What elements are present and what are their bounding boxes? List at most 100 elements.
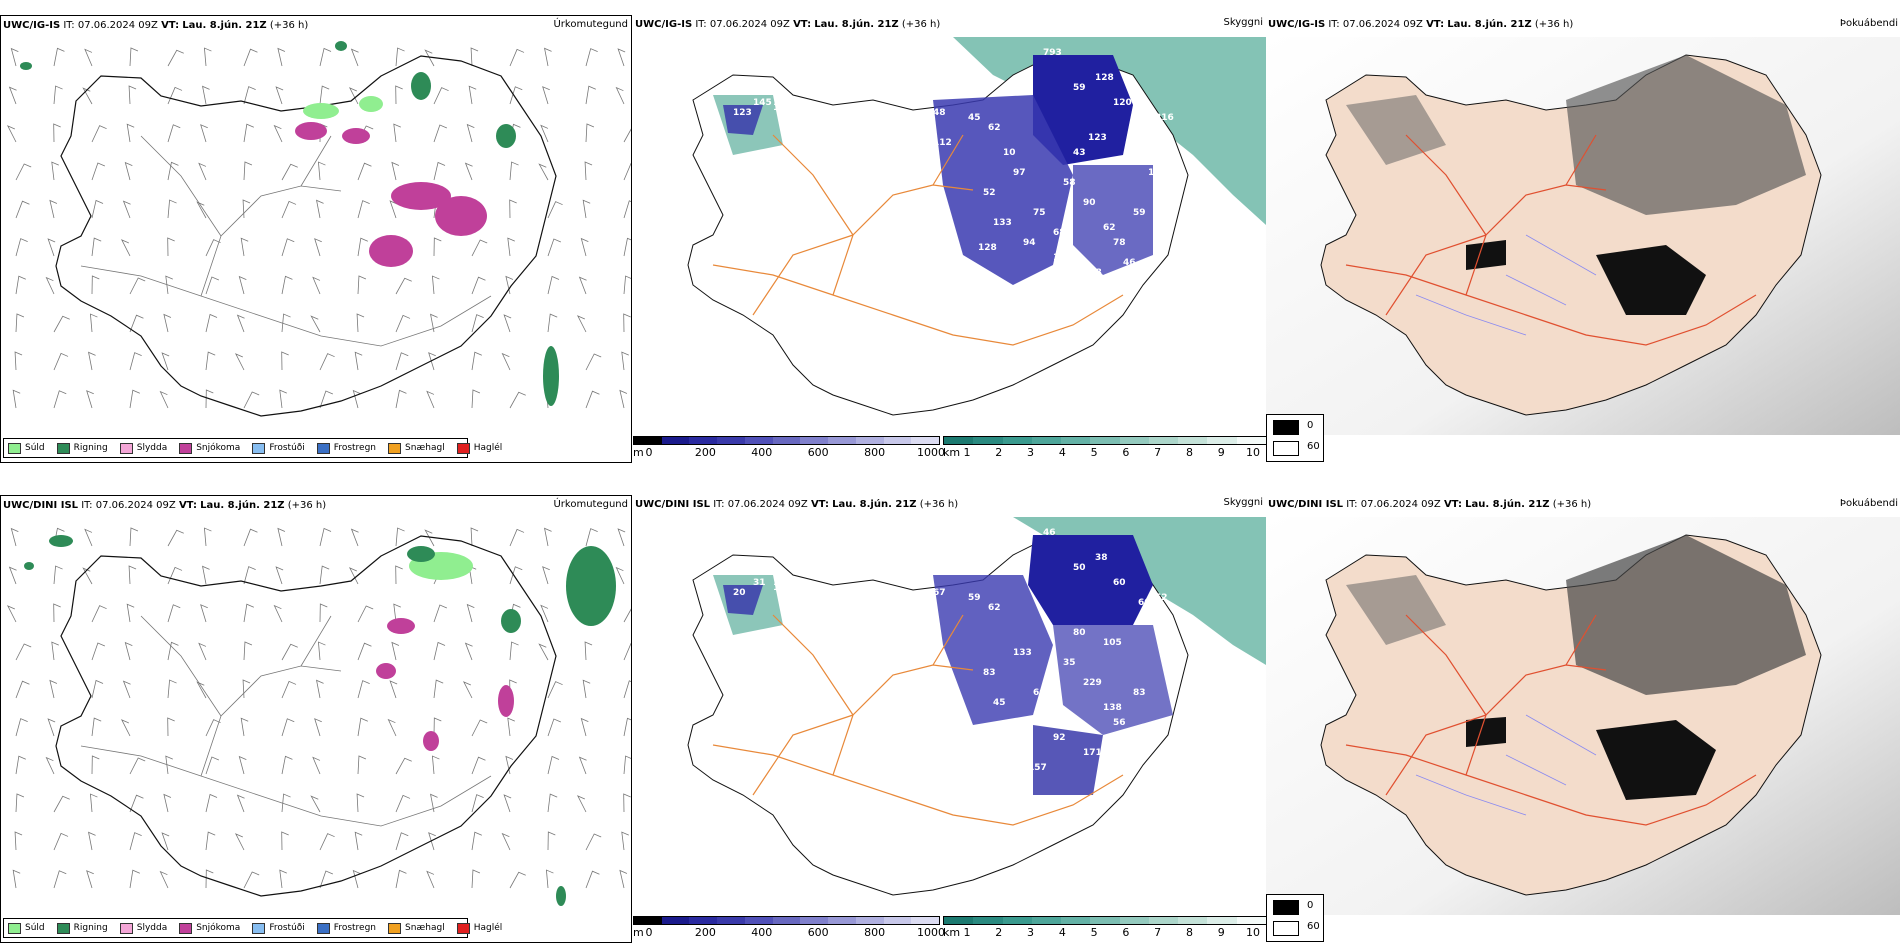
iceland-fog-map xyxy=(1266,517,1900,915)
legend-swatch xyxy=(252,922,266,934)
colorbar-tick: 10 xyxy=(1246,926,1260,939)
legend-item: Snæhagl xyxy=(388,442,445,454)
precip-areas-row1 xyxy=(20,41,559,406)
visibility-value-label: 20 xyxy=(733,588,746,598)
precip-type-panel-row2: UWC/DINI ISL IT: 07.06.2024 09Z VT: Lau.… xyxy=(0,495,632,943)
colorbar-tick: 1000 xyxy=(917,446,945,459)
visibility-value-label: 66 xyxy=(1033,688,1046,698)
visibility-panel-row2: UWC/DINI ISL IT: 07.06.2024 09Z VT: Lau.… xyxy=(633,495,1266,943)
legend-label: Snjókoma xyxy=(196,443,241,453)
visibility-value-label: 128 xyxy=(1095,73,1114,83)
legend-item: Haglél xyxy=(456,442,502,454)
legend-item: Slydda xyxy=(119,442,167,454)
legend-label: Rigning xyxy=(73,443,108,453)
legend-swatch xyxy=(252,442,266,454)
legend-label: Súld xyxy=(25,443,45,453)
iceland-precip-map xyxy=(6,41,631,417)
roads xyxy=(80,615,492,827)
panel-title: UWC/IG-IS IT: 07.06.2024 09Z VT: Lau. 8.… xyxy=(3,20,309,31)
legend-swatch xyxy=(388,922,402,934)
visibility-value-label: 62 xyxy=(988,603,1001,613)
iceland-precip-map xyxy=(6,527,631,906)
visibility-value-label: 10 xyxy=(843,743,856,753)
legend-label: Frostregn xyxy=(333,443,377,453)
visibility-value-label: 12 xyxy=(1053,253,1066,263)
colorbar-tick: 200 xyxy=(694,446,716,459)
panel-name: Skyggni xyxy=(1223,497,1263,508)
visibility-value-label: 80 xyxy=(1073,628,1086,638)
legend-label: Frostregn xyxy=(333,923,377,933)
visibility-value-label: 112 xyxy=(933,138,952,148)
fog-legend-row2: 0 60 xyxy=(1266,894,1324,942)
colorbar-tick: 600 xyxy=(807,926,829,939)
legend-swatch xyxy=(8,922,21,934)
legend-item: Snjókoma xyxy=(179,442,241,454)
legend-swatch xyxy=(179,922,193,934)
legend-label: Súld xyxy=(25,923,45,933)
colorbar-tick: 400 xyxy=(751,926,773,939)
visibility-value-label: 94 xyxy=(1023,238,1036,248)
visibility-value-label: 59 xyxy=(1133,208,1146,218)
visibility-value-label: 83 xyxy=(983,668,996,678)
visibility-value-label: 138 xyxy=(1103,703,1122,713)
visibility-value-label: 46 xyxy=(1043,528,1056,538)
colorbar-tick: 3 xyxy=(1027,446,1035,459)
legend-item: Haglél xyxy=(456,922,503,934)
legend-swatch xyxy=(388,442,402,454)
visibility-value-label: 145 xyxy=(753,98,772,108)
visibility-value-label: 94 xyxy=(1173,178,1186,188)
visibility-value-label: 83 xyxy=(1133,688,1146,698)
precip-legend: Súld Rigning Slydda Snjókoma Frostúði Frostre… xyxy=(3,438,502,458)
visibility-value-label: 18 xyxy=(1143,148,1156,158)
legend-label: Haglél xyxy=(473,923,503,933)
visibility-value-label: 120 xyxy=(1113,98,1132,108)
legend-item: Slydda xyxy=(119,922,167,934)
legend-swatch xyxy=(456,922,470,934)
colorbar-tick: 2 xyxy=(995,926,1003,939)
legend-swatch xyxy=(316,922,330,934)
panel-title: UWC/IG-IS IT: 07.06.2024 09Z VT: Lau. 8.… xyxy=(1268,19,1574,30)
colorbar-tick: 600 xyxy=(807,446,829,459)
colorbar-tick: 9 xyxy=(1217,446,1225,459)
visibility-value-label: 105 xyxy=(773,103,792,113)
visibility-value-label: 52 xyxy=(1155,593,1168,603)
colorbar-tick: 1 xyxy=(963,926,971,939)
visibility-value-label: 438 xyxy=(1083,268,1102,278)
panel-name: Úrkomutegund xyxy=(553,499,628,510)
precip-legend: Súld Rigning Slydda Snjókoma Frostúði Frostre… xyxy=(3,918,502,938)
visibility-value-label: 168 xyxy=(1148,168,1167,178)
visibility-value-label: 133 xyxy=(1013,648,1032,658)
visibility-value-label: 46 xyxy=(1123,258,1136,268)
legend-item: Súld xyxy=(8,442,45,454)
visibility-value-label: 122 xyxy=(1023,718,1042,728)
legend-label: Snæhagl xyxy=(405,923,445,933)
panel-title: UWC/DINI ISL IT: 07.06.2024 09Z VT: Lau.… xyxy=(1268,499,1592,510)
visibility-value-label: 67 xyxy=(933,588,946,598)
visibility-value-label: 52 xyxy=(983,188,996,198)
visibility-value-label: 78 xyxy=(1113,238,1126,248)
legend-swatch xyxy=(119,442,133,454)
visibility-value-label: 133 xyxy=(993,218,1012,228)
panel-title: UWC/IG-IS IT: 07.06.2024 09Z VT: Lau. 8.… xyxy=(635,19,941,30)
visibility-value-label: 59 xyxy=(1073,83,1086,93)
visibility-value-label: 123 xyxy=(733,108,752,118)
colorbar-tick: 800 xyxy=(864,446,886,459)
legend-swatch xyxy=(456,442,470,454)
visibility-value-label: 36 xyxy=(793,598,806,608)
visibility-value-label: 793 xyxy=(1043,48,1062,58)
visibility-value-label: 92 xyxy=(1028,283,1041,293)
fog-panel-row2: UWC/DINI ISL IT: 07.06.2024 09Z VT: Lau.… xyxy=(1266,495,1900,943)
colorbar-tick: 8 xyxy=(1185,926,1193,939)
legend-item: Rigning xyxy=(56,442,108,454)
visibility-value-label: 77 xyxy=(1193,198,1206,208)
panel-name: Úrkomutegund xyxy=(553,19,628,30)
colorbar-tick: 6 xyxy=(1122,926,1130,939)
legend-label: Frostúði xyxy=(269,923,305,933)
iceland-fog-map xyxy=(1266,37,1900,435)
visibility-value-label: 84 xyxy=(963,743,976,753)
colorbar-tick: 1000 xyxy=(917,926,945,939)
legend-label: Frostúði xyxy=(269,443,305,453)
visibility-value-label: 19 xyxy=(773,583,786,593)
visibility-value-label: 43 xyxy=(1073,148,1086,158)
visibility-value-label: 58 xyxy=(1063,178,1076,188)
